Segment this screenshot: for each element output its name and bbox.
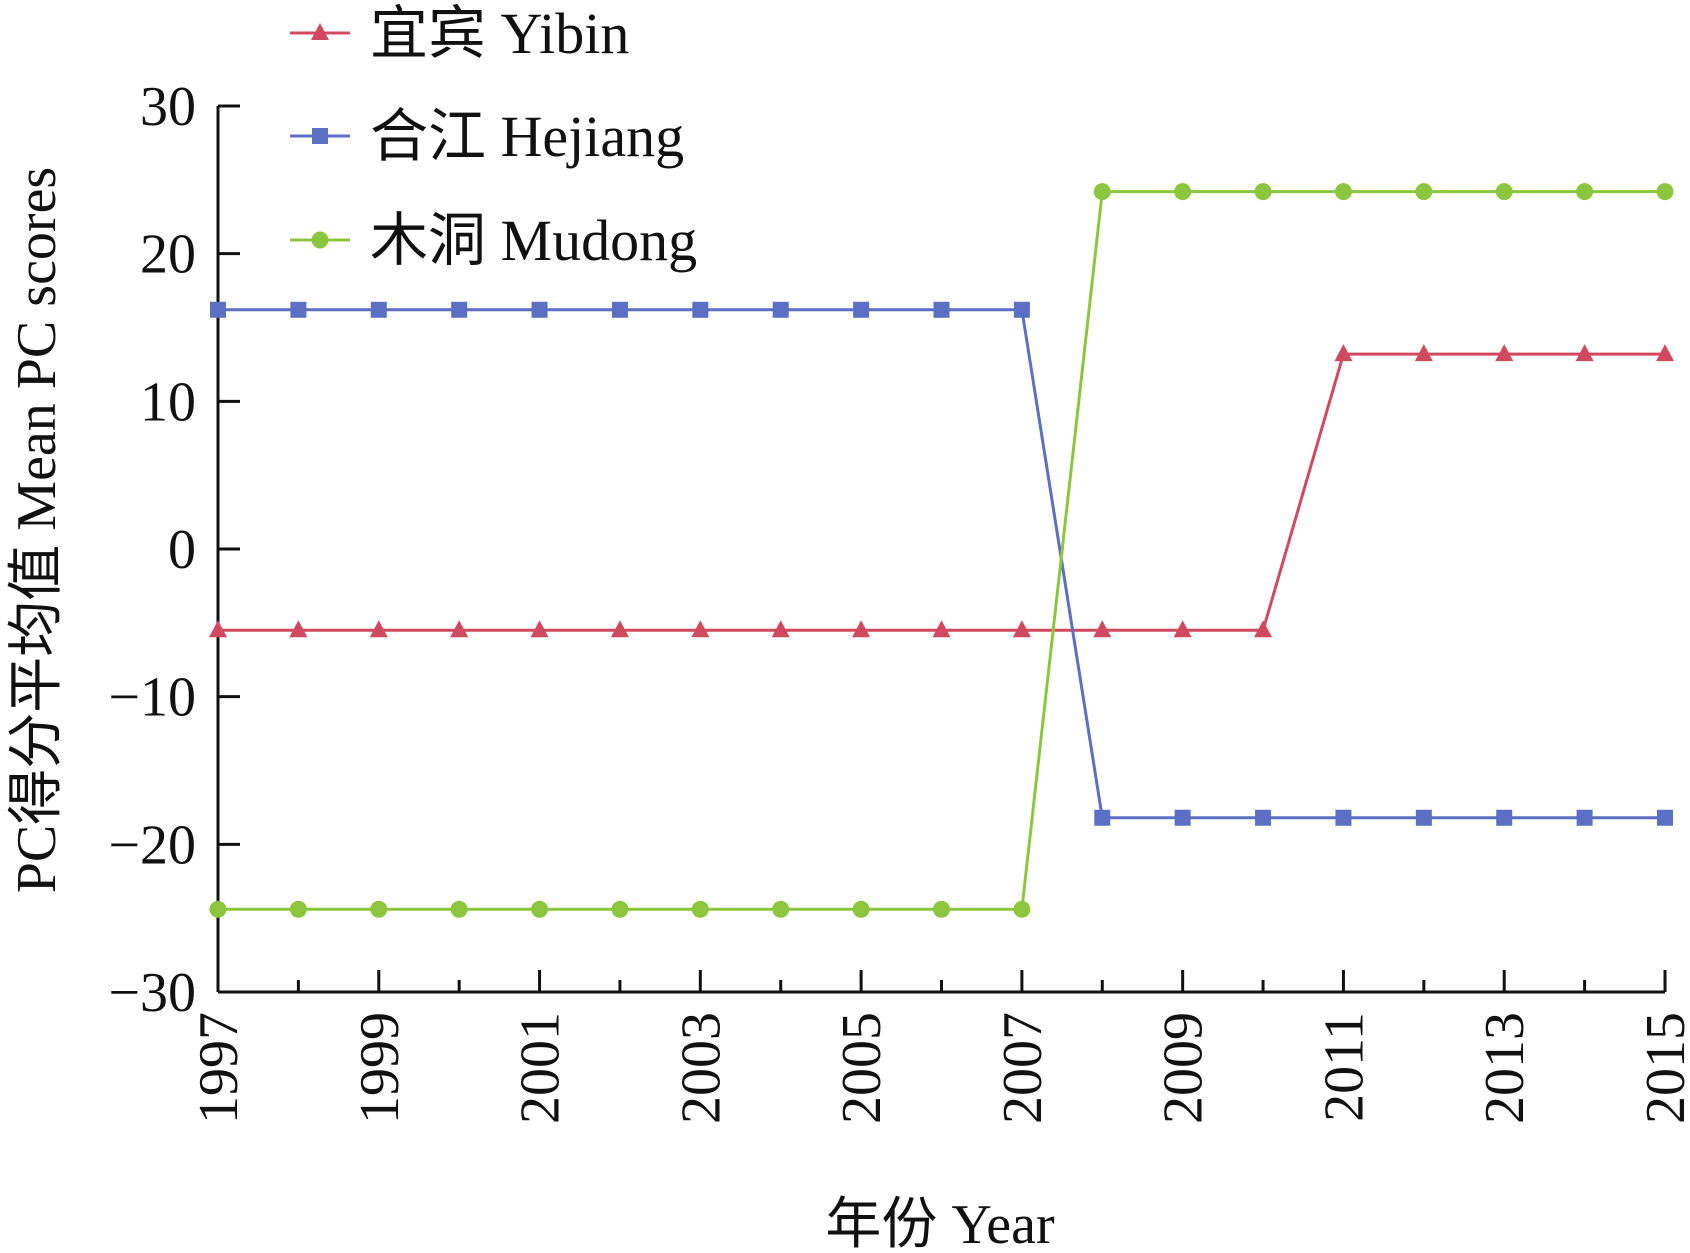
y-axis-title: PC得分平均值 Mean PC scores: [6, 167, 68, 893]
data-point: [691, 900, 709, 918]
x-tick-label: 2001: [510, 1012, 572, 1124]
data-point: [1414, 344, 1433, 362]
data-point: [1656, 344, 1674, 362]
legend-label: 宜宾 Yibin: [370, 1, 629, 66]
data-point: [1254, 183, 1272, 201]
y-tick-label: −20: [108, 814, 196, 876]
y-tick-label: 10: [140, 371, 196, 433]
y-tick-label: 20: [140, 224, 196, 286]
data-point: [1495, 344, 1514, 362]
data-point: [692, 301, 709, 318]
series-line: [218, 352, 1665, 632]
data-point: [531, 301, 548, 318]
data-point: [1656, 183, 1674, 201]
x-tick-label: 2007: [992, 1012, 1054, 1124]
data-point: [610, 620, 629, 638]
legend-marker: [312, 128, 328, 144]
data-point: [1415, 183, 1433, 201]
series-1: [210, 301, 1673, 826]
data-point: [1093, 183, 1111, 201]
data-point: [1094, 809, 1111, 826]
data-point: [1254, 620, 1273, 638]
x-tick-label: 2009: [1153, 1012, 1215, 1124]
legend-marker: [311, 23, 329, 40]
legend-item: 合江 Hejiang: [290, 104, 684, 169]
data-point: [1334, 344, 1353, 362]
x-tick-label: 1997: [188, 1012, 250, 1124]
data-point: [1255, 809, 1272, 826]
data-point: [853, 301, 870, 318]
data-point: [611, 900, 629, 918]
data-point: [289, 900, 307, 918]
data-point: [933, 900, 950, 918]
data-point: [1575, 344, 1594, 362]
data-point: [209, 900, 227, 918]
legend: 宜宾 Yibin 合江 Hejiang 木洞 Mudong: [290, 1, 697, 273]
data-point: [370, 900, 388, 918]
data-point: [1174, 809, 1191, 826]
x-tick-label: 2003: [670, 1012, 732, 1124]
data-point: [209, 620, 227, 638]
data-point: [450, 620, 469, 638]
data-point: [852, 900, 870, 918]
data-point: [611, 301, 628, 318]
x-tick-label: 1999: [349, 1012, 411, 1124]
data-point: [289, 620, 308, 638]
data-point: [290, 301, 307, 318]
data-point: [1174, 183, 1192, 201]
x-axis-title: 年份 Year: [825, 1194, 1055, 1253]
data-point: [1013, 301, 1030, 318]
x-tick-label: 2011: [1313, 1012, 1375, 1122]
legend-label: 木洞 Mudong: [370, 208, 697, 273]
x-ticks: 1997 1999 2001 2003 2005 2007 2009 2011 2013 2015: [188, 970, 1690, 1124]
data-point: [370, 301, 387, 318]
series-0: [209, 344, 1674, 638]
series-layer: [209, 183, 1674, 918]
data-point: [772, 301, 789, 318]
legend-item: 宜宾 Yibin: [290, 1, 629, 66]
x-tick-label: 2013: [1474, 1012, 1536, 1124]
data-point: [933, 301, 950, 318]
series-line: [218, 190, 1665, 911]
y-tick-label: −10: [108, 667, 196, 729]
data-point: [369, 620, 388, 638]
data-point: [1576, 183, 1594, 201]
y-ticks: 30 20 10 0 −10 −20 −30: [108, 76, 240, 1024]
data-point: [852, 620, 871, 638]
legend-item: 木洞 Mudong: [290, 208, 697, 273]
data-point: [1335, 809, 1352, 826]
data-point: [1415, 809, 1432, 826]
y-tick-label: 0: [168, 519, 196, 581]
data-point: [772, 900, 790, 918]
data-point: [1657, 809, 1673, 826]
data-point: [771, 620, 790, 638]
data-point: [210, 301, 226, 318]
data-point: [450, 900, 468, 918]
data-point: [1495, 183, 1513, 201]
data-point: [932, 620, 951, 638]
data-point: [1012, 620, 1031, 638]
y-tick-label: 30: [140, 76, 196, 138]
y-tick-label: −30: [108, 962, 196, 1024]
legend-label: 合江 Hejiang: [370, 104, 684, 169]
data-point: [1496, 809, 1513, 826]
data-point: [531, 900, 549, 918]
series-line: [218, 308, 1665, 820]
x-tick-label: 2015: [1635, 1012, 1690, 1124]
data-point: [530, 620, 549, 638]
data-point: [1173, 620, 1192, 638]
data-point: [1334, 183, 1352, 201]
x-tick-label: 2005: [831, 1012, 893, 1124]
data-point: [451, 301, 468, 318]
data-point: [1093, 620, 1112, 638]
data-point: [1013, 900, 1031, 918]
legend-marker: [311, 231, 329, 249]
series-2: [209, 183, 1674, 918]
data-point: [691, 620, 710, 638]
data-point: [1576, 809, 1593, 826]
